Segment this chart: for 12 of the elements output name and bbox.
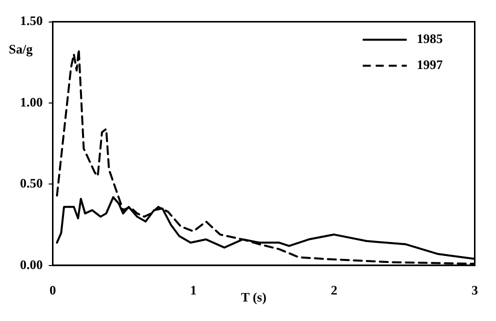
y-axis-title: Sa/g: [8, 42, 34, 57]
legend-label: 1985: [416, 31, 444, 46]
x-tick-label: 1: [190, 282, 197, 298]
x-tick-label: 3: [472, 282, 478, 298]
x-tick-label: 2: [330, 282, 338, 298]
x-axis-title: T (s): [241, 289, 266, 304]
y-tick-label: 0.00: [20, 256, 43, 272]
y-tick-label: 1.00: [20, 94, 43, 110]
y-tick-label: 0.50: [20, 176, 43, 191]
x-tick-label: 0: [50, 282, 56, 298]
legend-label: 1997: [416, 57, 444, 72]
y-tick-label: 1.50: [20, 13, 43, 28]
